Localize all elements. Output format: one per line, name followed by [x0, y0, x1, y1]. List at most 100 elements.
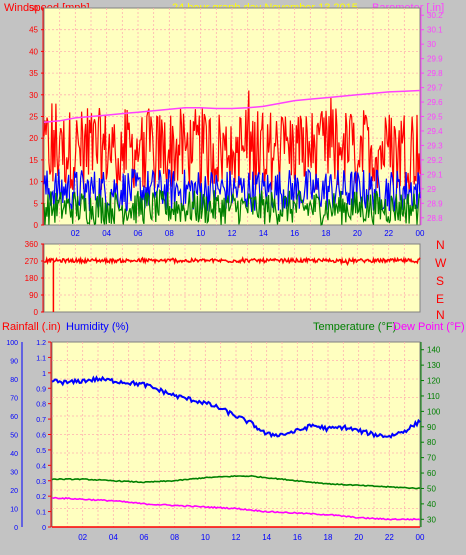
- rain-tick-label: 0.9: [36, 386, 46, 393]
- direction-tick-label: 180: [25, 274, 39, 283]
- direction-tick-label: 90: [29, 291, 38, 300]
- barometer-tick-label: 28.8: [427, 214, 443, 223]
- humidity-x-tick-label: 12: [232, 533, 241, 542]
- humidity-x-tick-label: 10: [201, 533, 210, 542]
- temperature-tick-label: 30: [427, 515, 436, 524]
- temperature-tick-label: 120: [427, 377, 441, 386]
- humidity-line: [51, 375, 421, 439]
- temperature-axis-title: Temperature (°F): [313, 321, 396, 333]
- humidity-x-tick-label: 20: [354, 533, 363, 542]
- humidity-x-tick-label: 02: [78, 533, 87, 542]
- barometer-tick-label: 29.8: [427, 69, 443, 78]
- humidity-tick-label: 30: [10, 470, 18, 477]
- rainfall-axis-title: Rainfall (.in): [2, 321, 61, 333]
- barometer-tick-label: 29.7: [427, 84, 443, 93]
- rain-tick-label: 1.1: [36, 355, 46, 362]
- wind-x-tick-label: 06: [134, 229, 143, 238]
- wind-direction-panel: 0 90 180 270 360: [25, 240, 421, 317]
- barometer-line: [43, 89, 421, 124]
- humidity-tick-label: 50: [10, 433, 18, 440]
- humidity-x-tick-label: 14: [262, 533, 271, 542]
- temperature-line: [51, 474, 421, 490]
- barometer-tick-label: 29.9: [427, 55, 443, 64]
- humidity-x-tick-label: 22: [385, 533, 394, 542]
- rain-tick-label: 0: [42, 525, 46, 532]
- barometer-tick-label: 30.1: [427, 26, 443, 35]
- wind-barometer-panel: 0 5 10 15 20 25 30 35 40 45 50 28.8 28.9 29 29.1 29.2 29…: [29, 4, 443, 238]
- wind-tick-label: 40: [29, 47, 38, 56]
- humidity-x-tick-label: 04: [109, 533, 118, 542]
- rain-tick-label: 0.1: [36, 510, 46, 517]
- dewpoint-line: [51, 496, 421, 521]
- direction-label-e: E: [436, 292, 444, 306]
- barometer-tick-label: 29.4: [427, 127, 443, 136]
- barometer-tick-label: 29.5: [427, 113, 443, 122]
- barometer-tick-label: 29.2: [427, 156, 443, 165]
- direction-label-n-top: N: [436, 238, 445, 252]
- wind-x-tick-label: 12: [228, 229, 237, 238]
- barometer-tick-label: 29: [427, 185, 436, 194]
- wind-tick-label: 50: [29, 4, 38, 13]
- wind-tick-label: 5: [34, 199, 39, 208]
- direction-tick-label: 0: [34, 308, 39, 317]
- wind-x-tick-label: 18: [322, 229, 331, 238]
- wind-tick-label: 10: [29, 178, 38, 187]
- wind-tick-label: 20: [29, 134, 38, 143]
- barometer-tick-label: 29.6: [427, 98, 443, 107]
- dewpoint-axis-title: Dew Point (°F): [393, 321, 465, 333]
- rain-tick-label: 0.7: [36, 417, 46, 424]
- temperature-tick-label: 140: [427, 346, 441, 355]
- humidity-temperature-panel: 0 10 20 30 40 50 60 70 80 90 10 00 0.1 0.2 0.3 0.4 0.5 0.…: [6, 340, 441, 542]
- direction-tick-label: 360: [25, 240, 39, 249]
- wind-tick-label: 0: [34, 221, 39, 230]
- wind-tick-label: 30: [29, 91, 38, 100]
- humidity-x-tick-label: 06: [140, 533, 149, 542]
- rain-tick-label: 0.4: [36, 463, 46, 470]
- barometer-tick-label: 30: [427, 40, 436, 49]
- humidity-tick-label: 70: [10, 396, 18, 403]
- humidity-tick-label: 100: [6, 340, 18, 347]
- direction-label-n-bottom: N: [436, 308, 445, 322]
- humidity-x-tick-label: 18: [324, 533, 333, 542]
- rain-tick-label: 0.3: [36, 479, 46, 486]
- rain-tick-label: 1: [42, 371, 46, 378]
- temperature-tick-label: 60: [427, 469, 436, 478]
- temperature-tick-label: 110: [427, 392, 440, 401]
- direction-tick-label: 270: [25, 257, 39, 266]
- rain-tick-label: 1.2: [36, 340, 46, 347]
- humidity-tick-label: 80: [10, 377, 18, 384]
- barometer-tick-label: 30.2: [427, 11, 443, 20]
- barometer-tick-label: 29.1: [427, 170, 443, 179]
- rain-tick-label: 0.6: [36, 433, 46, 440]
- wind-tick-label: 25: [29, 113, 38, 122]
- temperature-tick-label: 70: [427, 454, 436, 463]
- humidity-axis-title: Humidity (%): [66, 321, 129, 333]
- wind-tick-label: 35: [29, 69, 38, 78]
- humidity-x-tick-label: 00: [416, 533, 425, 542]
- temperature-tick-label: 90: [427, 423, 436, 432]
- temperature-tick-label: 40: [427, 500, 436, 509]
- wind-x-tick-label: 04: [102, 229, 111, 238]
- humidity-tick-label: 10: [10, 507, 18, 514]
- direction-label-s: S: [436, 274, 444, 288]
- wind-x-tick-label: 14: [259, 229, 268, 238]
- temperature-tick-label: 130: [427, 361, 441, 370]
- barometer-tick-label: 28.9: [427, 199, 443, 208]
- wind-x-tick-label: 08: [165, 229, 174, 238]
- wind-x-tick-label: 16: [290, 229, 299, 238]
- direction-label-w: W: [435, 256, 447, 270]
- humidity-x-tick-label: 16: [293, 533, 302, 542]
- wind-x-tick-label: 00: [416, 229, 425, 238]
- rain-tick-label: 0.2: [36, 494, 46, 501]
- wind-tick-label: 45: [29, 26, 38, 35]
- temperature-tick-label: 100: [427, 407, 441, 416]
- wind-x-tick-label: 22: [384, 229, 393, 238]
- wind-average-line: [43, 189, 421, 226]
- wind-x-tick-label: 02: [71, 229, 80, 238]
- wind-direction-line: [43, 255, 421, 267]
- rain-tick-label: 0.5: [36, 448, 46, 455]
- humidity-tick-label: 90: [10, 359, 18, 366]
- humidity-x-tick-label: 08: [170, 533, 179, 542]
